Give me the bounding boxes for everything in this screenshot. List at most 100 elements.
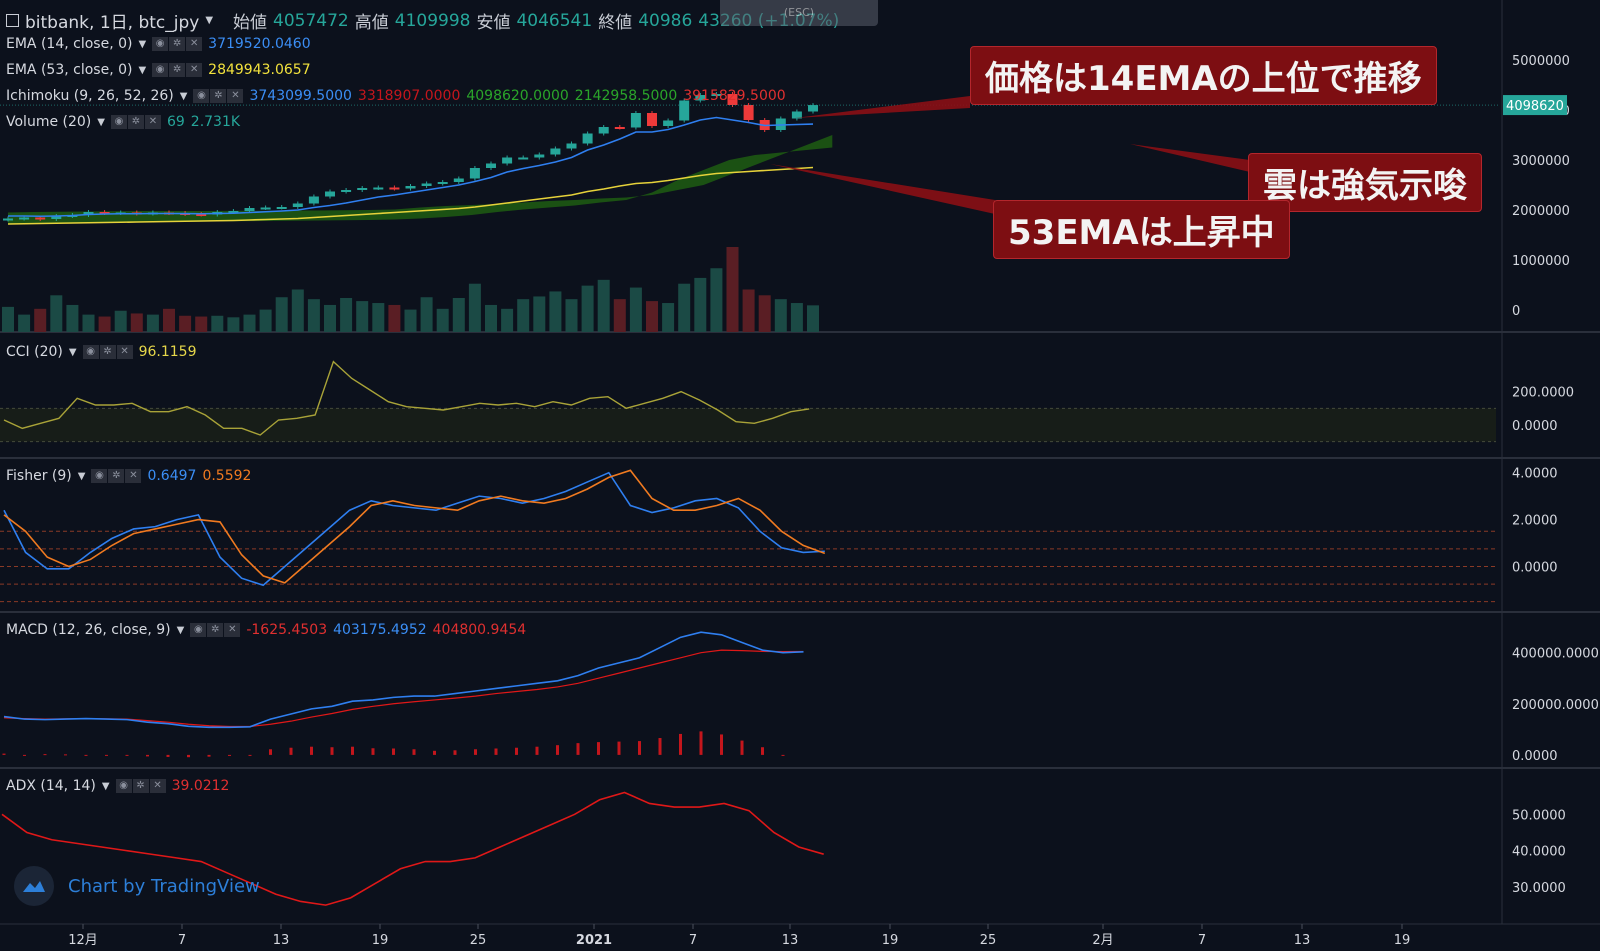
annotation-ema53-rising[interactable]: 53EMAは上昇中 <box>993 200 1290 259</box>
macd-histogram-bar <box>310 746 313 755</box>
exit-fullscreen-tooltip[interactable]: (ESC) <box>720 0 878 26</box>
volume-bar <box>324 304 336 332</box>
eye-icon[interactable]: ◉ <box>152 63 169 77</box>
legend-adx-value: 39.0212 <box>171 778 230 794</box>
gear-icon[interactable]: ✲ <box>99 345 116 359</box>
legend-controls[interactable]: ◉ ✲ ✕ <box>152 37 203 51</box>
annotation-price-above-ema[interactable]: 価格は14EMAの上位で推移 <box>970 46 1437 105</box>
legend-ema14-label[interactable]: EMA (14, close, 0) <box>6 36 133 52</box>
chevron-down-icon[interactable]: ▼ <box>176 624 185 636</box>
legend-fisher[interactable]: Fisher (9) ▼ ◉ ✲ ✕ 0.6497 0.5592 <box>6 468 251 484</box>
legend-ichimoku-label[interactable]: Ichimoku (9, 26, 52, 26) <box>6 88 174 104</box>
time-tick-label: 25 <box>980 933 997 948</box>
candle-body <box>518 157 529 160</box>
candle-body <box>647 113 657 126</box>
legend-controls[interactable]: ◉ ✲ ✕ <box>82 345 133 359</box>
cci-tick-label: 200.0000 <box>1512 386 1574 401</box>
cci-tick-label: 0.0000 <box>1512 419 1558 434</box>
legend-cci-label[interactable]: CCI (20) <box>6 344 63 360</box>
legend-volume-label[interactable]: Volume (20) <box>6 114 92 130</box>
legend-volume-v2: 2.731K <box>190 114 241 130</box>
volume-bar <box>597 279 610 332</box>
collapse-icon[interactable] <box>6 14 19 27</box>
close-icon[interactable]: ✕ <box>116 345 133 359</box>
eye-icon[interactable]: ◉ <box>91 469 108 483</box>
legend-controls[interactable]: ◉ ✲ ✕ <box>115 779 166 793</box>
gear-icon[interactable]: ✲ <box>210 89 227 103</box>
close-icon[interactable]: ✕ <box>227 89 244 103</box>
eye-icon[interactable]: ◉ <box>110 115 127 129</box>
legend-macd[interactable]: MACD (12, 26, close, 9) ▼ ◉ ✲ ✕ -1625.4503 … <box>6 622 526 638</box>
close-icon[interactable]: ✕ <box>125 469 142 483</box>
volume-bar <box>114 310 127 332</box>
legend-ema14[interactable]: EMA (14, close, 0) ▼ ◉ ✲ ✕ 3719520.0460 <box>6 36 311 52</box>
gear-icon[interactable]: ✲ <box>207 623 224 637</box>
chevron-down-icon[interactable]: ▼ <box>101 780 110 792</box>
macd-histogram-bar <box>412 749 416 755</box>
gear-icon[interactable]: ✲ <box>108 469 125 483</box>
volume-bar <box>807 305 819 332</box>
legend-ema53[interactable]: EMA (53, close, 0) ▼ ◉ ✲ ✕ 2849943.0657 <box>6 62 311 78</box>
chevron-down-icon[interactable]: ▼ <box>97 116 105 128</box>
eye-icon[interactable]: ◉ <box>115 779 132 793</box>
legend-controls[interactable]: ◉ ✲ ✕ <box>190 623 241 637</box>
time-tick-label: 19 <box>1394 933 1411 948</box>
chevron-down-icon[interactable]: ▼ <box>179 90 188 102</box>
legend-adx[interactable]: ADX (14, 14) ▼ ◉ ✲ ✕ 39.0212 <box>6 778 229 794</box>
tradingview-logo[interactable]: Chart by TradingView <box>14 866 260 906</box>
legend-ichimoku[interactable]: Ichimoku (9, 26, 52, 26) ▼ ◉ ✲ ✕ 3743099.50… <box>6 88 786 104</box>
candle-body <box>19 217 30 220</box>
volume-bar <box>790 303 803 332</box>
chevron-down-icon[interactable]: ▼ <box>77 470 86 482</box>
volume-bar <box>420 297 433 332</box>
volume-bar <box>694 277 707 332</box>
volume-bar <box>211 315 224 332</box>
candle-body <box>421 183 432 186</box>
legend-controls[interactable]: ◉ ✲ ✕ <box>193 89 244 103</box>
close-icon[interactable]: ✕ <box>224 623 241 637</box>
candle-body <box>582 133 593 144</box>
symbol-title[interactable]: bitbank, 1日, btc_jpy <box>25 13 200 33</box>
legend-adx-label[interactable]: ADX (14, 14) <box>6 778 96 794</box>
chevron-down-icon[interactable]: ▼ <box>68 346 77 358</box>
volume-bar <box>227 317 240 332</box>
legend-controls[interactable]: ◉ ✲ ✕ <box>110 115 161 129</box>
legend-volume[interactable]: Volume (20) ▼ ◉ ✲ ✕ 69 2.731K <box>6 114 240 130</box>
gear-icon[interactable]: ✲ <box>127 115 144 129</box>
legend-cci[interactable]: CCI (20) ▼ ◉ ✲ ✕ 96.1159 <box>6 344 196 360</box>
legend-ichimoku-v2: 3318907.0000 <box>357 88 461 104</box>
volume-bar <box>485 304 497 332</box>
chevron-down-icon[interactable]: ▼ <box>138 64 147 76</box>
cci-band <box>0 408 1496 442</box>
eye-icon[interactable]: ◉ <box>152 37 169 51</box>
close-icon[interactable]: ✕ <box>186 63 203 77</box>
candle-body <box>35 217 46 220</box>
close-icon[interactable]: ✕ <box>149 779 166 793</box>
macd-histogram-bar <box>556 745 559 755</box>
gear-icon[interactable]: ✲ <box>169 63 186 77</box>
gear-icon[interactable]: ✲ <box>132 779 149 793</box>
macd-histogram-bar <box>433 750 436 755</box>
legend-controls[interactable]: ◉ ✲ ✕ <box>91 469 142 483</box>
gear-icon[interactable]: ✲ <box>169 37 186 51</box>
eye-icon[interactable]: ◉ <box>82 345 99 359</box>
macd-histogram-bar <box>64 754 67 756</box>
volume-bar <box>726 247 739 332</box>
macd-histogram-bar <box>351 746 354 755</box>
volume-bar <box>163 308 175 332</box>
legend-fisher-label[interactable]: Fisher (9) <box>6 468 72 484</box>
macd-signal-line <box>3 649 804 728</box>
eye-icon[interactable]: ◉ <box>190 623 207 637</box>
legend-macd-v2: 403175.4952 <box>333 622 427 638</box>
legend-ema53-label[interactable]: EMA (53, close, 0) <box>6 62 133 78</box>
chevron-down-icon[interactable]: ▼ <box>138 38 147 50</box>
candle-body <box>743 105 754 120</box>
chevron-down-icon[interactable]: ▼ <box>205 15 214 26</box>
volume-bar <box>742 289 755 332</box>
legend-controls[interactable]: ◉ ✲ ✕ <box>152 63 203 77</box>
close-icon[interactable]: ✕ <box>144 115 161 129</box>
legend-macd-label[interactable]: MACD (12, 26, close, 9) <box>6 622 171 638</box>
close-icon[interactable]: ✕ <box>186 37 203 51</box>
eye-icon[interactable]: ◉ <box>193 89 210 103</box>
